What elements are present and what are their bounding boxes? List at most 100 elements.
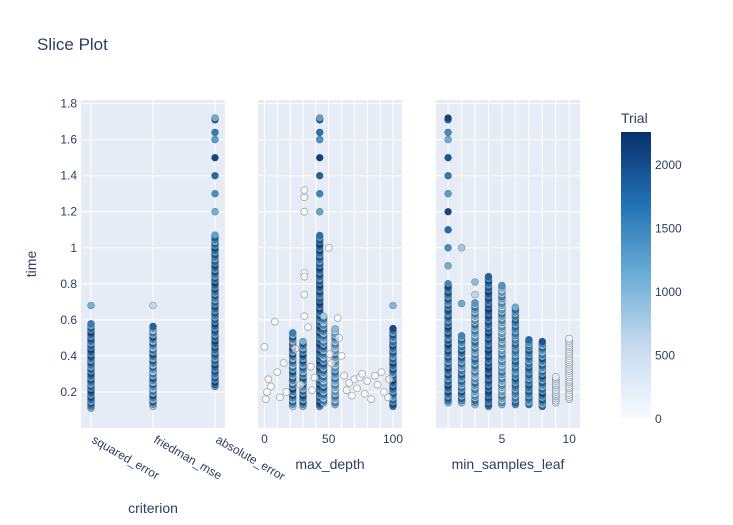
scatter-point (358, 369, 367, 378)
scatter-point (315, 171, 324, 180)
scatter-point (300, 193, 309, 202)
scatter-point (263, 388, 271, 396)
x-tick-label: 5 (499, 432, 506, 446)
scatter-point (315, 153, 324, 162)
scatter-point (444, 171, 452, 180)
scatter-point (87, 301, 95, 310)
scatter-point (551, 372, 560, 381)
scatter-point (565, 334, 574, 343)
x-axis-title: min_samples_leaf (452, 456, 565, 472)
scatter-point (471, 278, 479, 286)
colorbar-bar (621, 132, 651, 418)
data-points (260, 114, 397, 411)
scatter-point (211, 153, 219, 162)
data-points (87, 114, 219, 413)
y-axis-title: time (23, 251, 39, 278)
colorbar-title: Trial (621, 110, 648, 126)
scatter-point (211, 114, 219, 122)
y-tick-label: 1 (70, 241, 77, 255)
scatter-point (306, 362, 315, 371)
x-axis-title: criterion (128, 500, 178, 516)
scatter-point (444, 244, 452, 252)
scatter-point (444, 279, 452, 288)
scatter-point (444, 261, 452, 270)
scatter-point (310, 373, 319, 382)
colorbar-tick-label: 500 (655, 348, 675, 362)
scatter-point (288, 328, 297, 337)
scatter-point (264, 375, 273, 384)
scatter-point (333, 314, 342, 323)
scatter-point (471, 299, 479, 307)
subplot-2: 0 50 100 max_depth (258, 100, 403, 472)
scatter-point (380, 388, 388, 396)
y-tick-label: 0.8 (60, 277, 77, 291)
scatter-point (444, 135, 452, 144)
scatter-point (261, 395, 270, 404)
x-tick-label: squared_error (90, 432, 162, 482)
colorbar-tick-label: 2000 (655, 158, 682, 172)
scatter-point (296, 380, 305, 389)
scatter-point (211, 171, 219, 180)
scatter-point (538, 337, 547, 346)
scatter-point (444, 189, 452, 198)
scatter-point (315, 135, 324, 144)
scatter-point (353, 384, 361, 393)
scatter-point (373, 380, 382, 389)
scatter-point (377, 368, 386, 377)
y-tick-label: 1.4 (60, 169, 77, 183)
scatter-point (87, 319, 95, 328)
scatter-point (300, 186, 309, 195)
scatter-point (300, 272, 309, 281)
y-tick-label: 1.2 (60, 205, 77, 219)
scatter-point (498, 281, 506, 290)
scatter-point (315, 207, 324, 216)
scatter-point (457, 299, 466, 308)
scatter-point (342, 386, 351, 395)
scatter-point (315, 114, 324, 122)
scatter-point (299, 337, 307, 346)
scatter-point (260, 342, 269, 351)
scatter-point (275, 393, 284, 402)
scatter-point (266, 382, 275, 391)
scatter-point (300, 207, 309, 216)
x-tick-label: 50 (322, 432, 336, 446)
scatter-point (211, 128, 219, 137)
colorbar: Trial 0 500 1000 1500 2000 (621, 110, 682, 426)
scatter-point (282, 388, 291, 396)
scatter-point (367, 395, 376, 404)
subplot-3: 5 10 min_samples_leaf (436, 100, 580, 472)
y-tick-label: 0.2 (60, 385, 77, 399)
scatter-point (444, 114, 452, 122)
scatter-point (300, 312, 309, 321)
scatter-point (389, 324, 397, 333)
scatter-point (326, 350, 334, 359)
scatter-point (444, 153, 452, 162)
scatter-point (484, 272, 493, 281)
scatter-point (327, 359, 336, 368)
y-tick-label: 0.4 (60, 349, 77, 363)
scatter-point (319, 312, 328, 321)
scatter-point (525, 335, 533, 344)
scatter-point (300, 290, 309, 299)
y-tick-label: 1.6 (60, 133, 77, 147)
scatter-point (340, 371, 349, 380)
scatter-point (457, 331, 466, 340)
scatter-point (444, 207, 452, 216)
scatter-point (149, 322, 157, 331)
colorbar-tick-label: 0 (655, 412, 662, 426)
scatter-point (360, 389, 369, 398)
scatter-point (444, 226, 452, 234)
scatter-point (511, 303, 520, 312)
y-tick-label: 0.6 (60, 313, 77, 327)
x-tick-label: friedman_mse (152, 432, 225, 482)
scatter-point (149, 301, 157, 310)
scatter-point (211, 207, 219, 216)
scatter-point (371, 371, 379, 380)
scatter-point (335, 333, 343, 342)
data-points (444, 114, 574, 411)
subplot-1: 0.2 0.4 0.6 0.8 1 1.2 1.4 1.6 1.8 squared_errorfr… (60, 97, 287, 516)
colorbar-tick-label: 1000 (655, 285, 682, 299)
scatter-point (324, 243, 333, 252)
scatter-point (308, 386, 316, 395)
